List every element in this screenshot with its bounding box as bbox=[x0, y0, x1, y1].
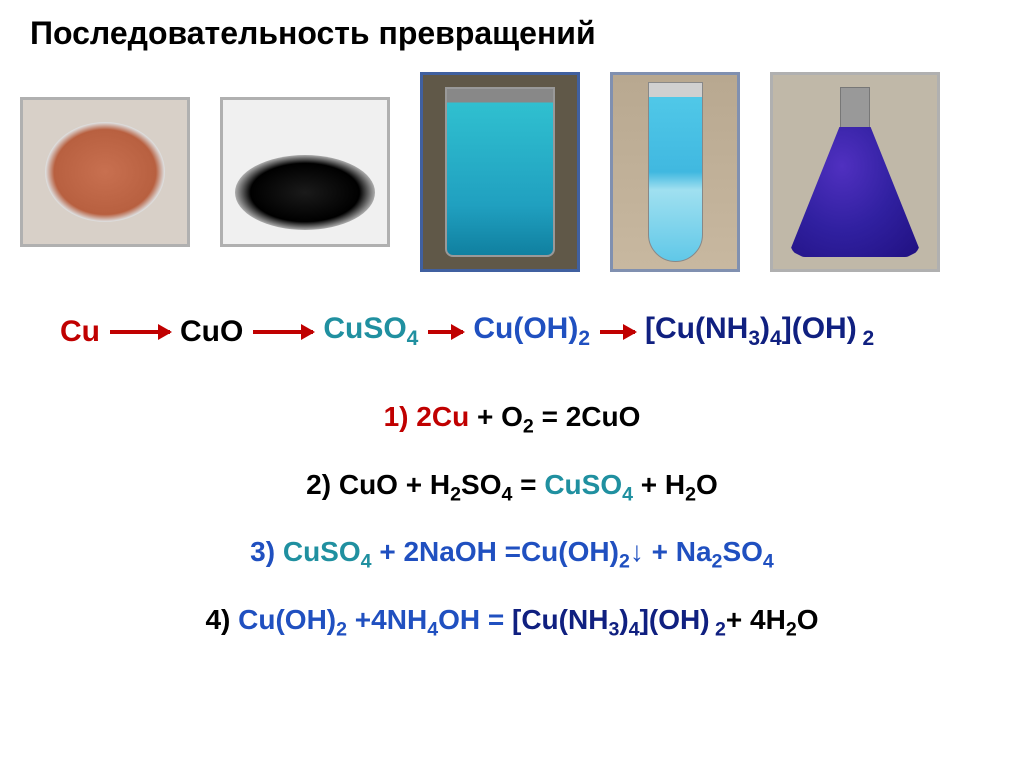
arrow-icon bbox=[428, 330, 463, 334]
arrow-icon bbox=[253, 330, 313, 334]
arrow-icon bbox=[110, 330, 170, 334]
chain-cuso4: CuSO4 bbox=[323, 312, 418, 351]
image-cu bbox=[20, 97, 190, 247]
chain-cuo: CuO bbox=[180, 315, 243, 349]
chain-cuoh2: Cu(OH)2 bbox=[473, 312, 590, 351]
image-cunh3 bbox=[770, 72, 940, 272]
equation-4: 4) Cu(OH)2 +4NH4OH = [Cu(NH3)4](OH) 2+ 4… bbox=[20, 604, 1004, 642]
slide-title: Последовательность превращений bbox=[30, 15, 1004, 52]
images-row bbox=[20, 72, 1004, 272]
chain-cu: Cu bbox=[60, 315, 100, 349]
equation-1: 1) 2Cu + O2 = 2CuO bbox=[20, 401, 1004, 439]
transformation-chain: Cu CuO CuSO4 Cu(OH)2 [Cu(NH3)4](OH) 2 bbox=[60, 312, 1004, 351]
equation-2: 2) CuO + H2SO4 = CuSO4 + H2O bbox=[20, 469, 1004, 507]
image-cuoh2 bbox=[610, 72, 740, 272]
image-cuo bbox=[220, 97, 390, 247]
equation-3: 3) CuSO4 + 2NaOH =Cu(OH)2↓ + Na2SO4 bbox=[20, 536, 1004, 574]
image-cuso4 bbox=[420, 72, 580, 272]
arrow-icon bbox=[600, 330, 635, 334]
chain-complex: [Cu(NH3)4](OH) 2 bbox=[645, 312, 874, 351]
